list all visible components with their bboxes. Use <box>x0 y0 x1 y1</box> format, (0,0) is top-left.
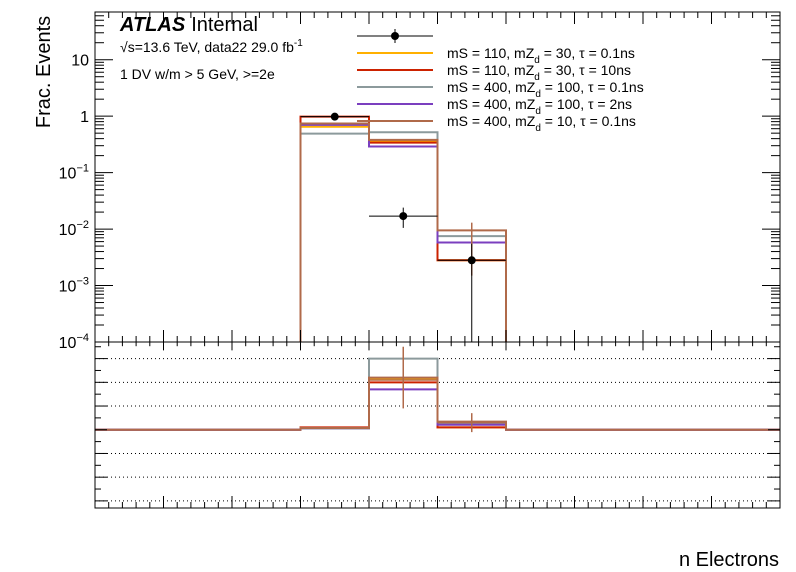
legend-label-tail: = 30, τ = 10ns <box>540 62 631 78</box>
series-4-histogram <box>299 122 507 342</box>
main-content <box>299 112 507 342</box>
energy-label: √s=13.6 TeV, data22 29.0 fb-1 <box>120 38 303 55</box>
legend-series-3-label: mS = 400, mZd = 100, τ = 2ns <box>447 96 632 117</box>
legend-label-subscript: d <box>535 106 541 117</box>
y-tick-label-exponent: −3 <box>76 276 89 288</box>
main-x-ticks <box>94 12 781 342</box>
data-point <box>399 212 408 221</box>
legend-data-marker <box>391 32 399 40</box>
y-tick-label-base: 10 <box>59 166 77 183</box>
ratio-y-ticks <box>95 346 780 502</box>
atlas-word: ATLAS <box>119 14 186 36</box>
series-3-histogram <box>299 123 507 342</box>
legend-label-head: mS = 400, mZ <box>447 96 536 112</box>
y-tick-label-exponent: −1 <box>76 163 89 175</box>
y-axis-title: Frac. Events <box>33 16 55 128</box>
y-tick-label-base: 10 <box>71 53 89 70</box>
legend-label-subscript: d <box>535 89 541 100</box>
legend-label-subscript: d <box>534 72 540 83</box>
energy-text: s=13.6 TeV, data22 29.0 fb <box>128 39 294 55</box>
y-tick-label: 10−4 <box>59 332 89 352</box>
series-2-histogram <box>299 131 507 342</box>
ratio-x-ticks <box>94 342 781 508</box>
legend-label-head: mS = 110, mZ <box>447 62 535 78</box>
ratio-panel <box>94 341 781 509</box>
data-point <box>330 112 339 121</box>
y-tick-label: 10 <box>71 53 89 70</box>
legend-label-head: mS = 400, mZ <box>447 79 536 95</box>
selection-label: 1 DV w/m > 5 GeV, >=2e <box>120 66 275 82</box>
sqrt-symbol: √ <box>120 39 128 55</box>
data-point <box>467 256 476 265</box>
legend-label-tail: = 100, τ = 2ns <box>541 96 632 112</box>
legend-series-2-label: mS = 400, mZd = 100, τ = 0.1ns <box>447 79 644 100</box>
y-tick-label: 10−1 <box>59 163 89 183</box>
legend-series-1-label: mS = 110, mZd = 30, τ = 10ns <box>447 62 631 83</box>
y-tick-label-exponent: −4 <box>76 332 89 344</box>
y-tick-label-base: 10 <box>59 335 77 352</box>
atlas-suffix: Internal <box>191 14 258 36</box>
lumi-exponent: -1 <box>294 38 303 49</box>
y-tick-label-base: 10 <box>59 279 77 296</box>
y-tick-label-base: 10 <box>59 222 77 239</box>
atlas-label: ATLAS Internal <box>119 14 258 36</box>
y-tick-label: 10−3 <box>59 276 89 296</box>
legend-series-4-label: mS = 400, mZd = 10, τ = 0.1ns <box>447 113 636 134</box>
legend-label-tail: = 100, τ = 0.1ns <box>541 79 644 95</box>
legend-label-subscript: d <box>534 55 540 66</box>
y-tick-label: 10−2 <box>59 219 89 239</box>
y-tick-label-exponent: −2 <box>76 219 89 231</box>
legend-label-tail: = 30, τ = 0.1ns <box>540 45 635 61</box>
ratio-content <box>95 346 780 433</box>
y-tick-label-base: 1 <box>80 109 89 126</box>
legend-label-head: mS = 110, mZ <box>447 45 535 61</box>
legend-series-0-label: mS = 110, mZd = 30, τ = 0.1ns <box>447 45 635 66</box>
x-axis-title: n Electrons <box>679 549 779 571</box>
legend-label-tail: = 10, τ = 0.1ns <box>541 113 636 129</box>
legend-label-subscript: d <box>535 123 541 134</box>
legend-label-head: mS = 400, mZ <box>447 113 536 129</box>
y-tick-label: 1 <box>80 109 89 126</box>
